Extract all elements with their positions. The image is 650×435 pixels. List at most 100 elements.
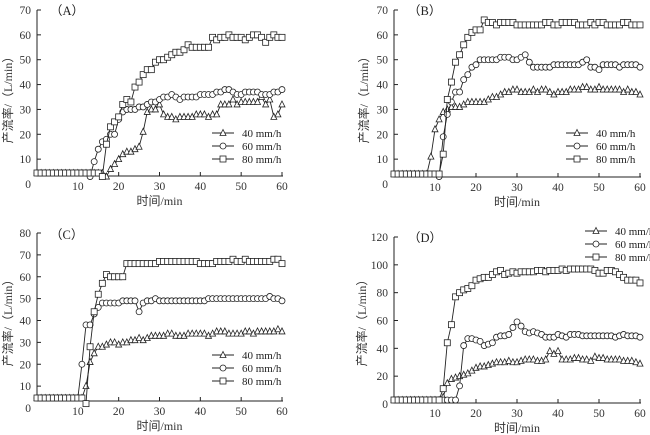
panel-a: 0 10 20 30 40 50 60 70 10 20 30 40 50 60 时间/min 产流率/（L/… xyxy=(0,4,288,208)
data-point xyxy=(90,308,98,316)
data-point xyxy=(583,82,591,90)
legend-label: 40 mm/h xyxy=(615,226,650,238)
data-point xyxy=(119,273,127,281)
panel-label: （B） xyxy=(408,4,441,18)
data-point xyxy=(107,123,114,131)
y-tick-label: 30 xyxy=(377,104,389,116)
y-tick-label: 70 xyxy=(377,5,389,17)
x-tick-label: 40 xyxy=(552,408,564,420)
data-point xyxy=(636,279,644,287)
x-axis-title: 时间/min xyxy=(494,195,540,209)
data-point xyxy=(464,71,472,79)
x-tick-label: 50 xyxy=(593,182,605,194)
x-tick-label: 10 xyxy=(72,181,84,193)
data-point xyxy=(521,51,529,59)
data-point xyxy=(78,394,86,402)
data-point xyxy=(583,56,591,64)
legend-label: 80 mm/h xyxy=(242,376,282,388)
legend-marker-square-icon xyxy=(219,377,227,385)
data-point xyxy=(262,100,270,108)
y-tick-label: 20 xyxy=(377,129,389,141)
y-tick-label: 30 xyxy=(20,104,32,116)
data-point xyxy=(464,33,472,41)
data-point xyxy=(587,356,595,364)
data-point xyxy=(472,61,480,69)
data-point xyxy=(595,82,603,90)
data-point xyxy=(90,348,98,357)
data-point xyxy=(435,114,443,123)
data-point xyxy=(159,110,168,118)
data-point xyxy=(135,308,143,316)
data-point xyxy=(278,260,286,268)
legend-marker-circle-icon xyxy=(573,142,581,150)
data-point xyxy=(431,124,439,133)
legend: 40 mm/h60 mm/h80 mm/h xyxy=(585,226,650,264)
data-point xyxy=(225,100,233,108)
y-tick-label: 0 xyxy=(382,179,388,191)
data-point xyxy=(151,105,160,113)
data-point xyxy=(615,355,624,363)
y-tick-label: 20 xyxy=(20,129,32,141)
data-point xyxy=(147,66,155,74)
x-axis-title: 时间/min xyxy=(136,419,182,433)
data-point xyxy=(245,327,253,335)
data-point xyxy=(615,85,624,93)
data-point xyxy=(274,255,282,263)
data-point xyxy=(127,98,135,106)
data-point xyxy=(86,357,94,365)
data-point xyxy=(554,346,562,355)
data-point xyxy=(82,400,90,408)
data-point xyxy=(636,90,644,98)
data-point xyxy=(443,339,451,347)
series-80-mm-h xyxy=(33,31,286,180)
y-tick-label: 60 xyxy=(377,30,389,42)
x-tick-label: 30 xyxy=(511,408,523,420)
data-point xyxy=(636,21,644,29)
data-point xyxy=(595,66,603,74)
data-point xyxy=(443,111,451,118)
x-tick-label: 40 xyxy=(195,406,207,418)
y-axis-title: 产流率/（L/min） xyxy=(0,274,15,367)
data-point xyxy=(278,86,286,93)
y-tick-label: 50 xyxy=(20,294,32,306)
x-tick-label: 60 xyxy=(634,408,646,420)
data-point xyxy=(82,381,90,390)
data-point xyxy=(278,100,286,108)
data-point xyxy=(200,329,209,337)
series-80-mm-h xyxy=(390,16,644,178)
data-point xyxy=(591,352,599,360)
y-tick-label: 40 xyxy=(377,343,389,355)
panel-d: 0 20 40 60 80 100 120 10 20 30 40 50 60 时间/min 产流率/（L/… xyxy=(354,226,650,435)
panel-label: （D） xyxy=(408,231,442,245)
x-tick-label: 60 xyxy=(276,406,288,418)
legend-label: 60 mm/h xyxy=(242,363,282,375)
legend-marker-square-icon xyxy=(592,253,600,261)
y-tick-label: 80 xyxy=(20,228,32,240)
data-point xyxy=(447,321,455,329)
data-point xyxy=(111,130,118,138)
data-point xyxy=(427,152,435,160)
legend-marker-triangle-icon xyxy=(573,128,581,136)
y-tick-label: 10 xyxy=(20,381,32,393)
data-point xyxy=(636,359,644,367)
data-point xyxy=(456,382,464,390)
data-point xyxy=(447,78,455,86)
legend-marker-square-icon xyxy=(219,155,227,163)
data-point xyxy=(636,333,644,341)
data-point xyxy=(221,327,229,335)
data-point xyxy=(258,33,265,41)
panel-label: （A） xyxy=(50,4,84,18)
data-point xyxy=(274,324,282,333)
legend-label: 60 mm/h xyxy=(615,239,650,251)
legend-label: 40 mm/h xyxy=(242,350,282,362)
y-axis-title: 产流率/（L/min） xyxy=(0,51,15,144)
x-tick-label: 40 xyxy=(195,181,207,193)
data-point xyxy=(278,33,286,41)
data-point xyxy=(509,324,517,331)
legend-marker-circle-icon xyxy=(592,240,600,248)
data-point xyxy=(542,355,550,363)
y-axis-title: 产流率/（L/min） xyxy=(354,274,369,367)
data-point xyxy=(86,343,94,351)
data-point xyxy=(632,87,640,95)
data-point xyxy=(443,96,451,103)
